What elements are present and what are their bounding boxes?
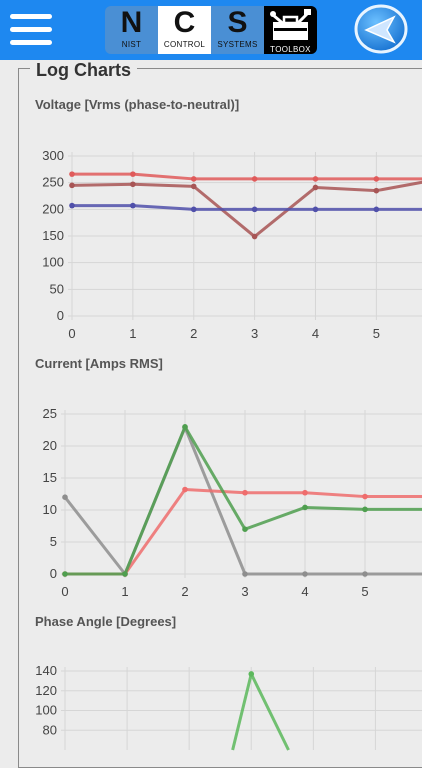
y-tick-label: 5 — [50, 534, 57, 549]
ncs-toolbox-logo: N NIST C CONTROL S SYSTEMS TOOLBOX — [105, 6, 317, 54]
x-tick-label: 2 — [181, 584, 188, 599]
data-point — [251, 233, 258, 240]
x-tick-label: 3 — [251, 326, 258, 341]
data-point — [130, 202, 136, 209]
data-point — [242, 571, 248, 577]
logo-caption-toolbox: TOOLBOX — [270, 45, 311, 54]
y-tick-label: 120 — [35, 683, 57, 698]
data-point — [362, 493, 368, 500]
x-tick-label: 0 — [68, 326, 75, 341]
logo-tile-systems: S SYSTEMS — [211, 6, 264, 54]
logo-tile-control: C CONTROL — [158, 6, 211, 54]
data-point — [182, 424, 188, 430]
current-chart-title: Current [Amps RMS] — [35, 356, 163, 371]
menu-icon[interactable] — [10, 14, 52, 46]
logo-letter-c: C — [173, 6, 196, 39]
x-tick-label: 1 — [129, 326, 136, 341]
y-tick-label: 100 — [42, 255, 64, 270]
data-point — [130, 171, 136, 177]
y-tick-label: 140 — [35, 663, 57, 678]
y-tick-label: 20 — [43, 438, 57, 453]
x-tick-label: 4 — [301, 584, 308, 599]
voltage-chart-title: Voltage [Vrms (phase-to-neutral)] — [35, 97, 240, 112]
y-tick-label: 10 — [43, 502, 57, 517]
data-point — [242, 489, 248, 496]
section-title: Log Charts — [30, 60, 138, 81]
toolbox-icon — [270, 9, 311, 40]
data-point — [312, 176, 319, 182]
data-point — [248, 671, 255, 677]
series-line-2 — [65, 425, 422, 576]
x-tick-label: 0 — [61, 584, 68, 599]
data-point — [373, 187, 380, 194]
y-tick-label: 300 — [42, 148, 64, 163]
x-tick-label: 4 — [312, 326, 319, 341]
data-point — [62, 494, 68, 500]
y-tick-label: 100 — [35, 703, 57, 718]
series-line-1 — [65, 488, 422, 576]
y-tick-label: 25 — [43, 406, 57, 421]
series-line-2 — [72, 204, 422, 211]
logo-caption-nist: NIST — [121, 40, 142, 49]
data-point — [190, 183, 197, 190]
data-point — [302, 504, 308, 511]
data-point — [190, 176, 197, 182]
y-tick-label: 250 — [42, 175, 64, 190]
y-tick-label: 200 — [42, 201, 64, 216]
top-bar: N NIST C CONTROL S SYSTEMS TOOLBOX — [0, 0, 422, 60]
series-line-0 — [63, 425, 422, 576]
data-point — [182, 486, 188, 493]
x-tick-label: 5 — [373, 326, 380, 341]
y-tick-label: 15 — [43, 470, 57, 485]
x-tick-label: 5 — [361, 584, 368, 599]
y-tick-label: 150 — [42, 228, 64, 243]
data-point — [122, 571, 128, 577]
data-point — [251, 206, 258, 213]
data-point — [130, 181, 136, 188]
logo-letter-s: S — [227, 6, 248, 39]
data-point — [302, 571, 308, 577]
data-point — [62, 571, 68, 577]
phase-angle-chart-title: Phase Angle [Degrees] — [35, 614, 177, 629]
data-point — [373, 176, 380, 182]
y-tick-label: 0 — [57, 308, 64, 323]
data-point — [362, 571, 368, 577]
data-point — [312, 184, 319, 191]
x-tick-label: 1 — [121, 584, 128, 599]
logo-caption-systems: SYSTEMS — [217, 40, 258, 49]
data-point — [251, 176, 258, 182]
logo-tile-nist: N NIST — [105, 6, 158, 54]
data-point — [312, 206, 319, 213]
voltage-chart: 0 50 100 150 200 250 300 0 1 2 3 4 5 — [42, 148, 422, 341]
current-chart: 0 5 10 15 20 25 0 1 2 3 4 5 — [43, 406, 422, 599]
y-tick-label: 80 — [43, 722, 57, 737]
data-point — [69, 202, 75, 209]
data-point — [302, 489, 308, 496]
data-point — [190, 206, 197, 213]
data-point — [373, 206, 380, 213]
logo-caption-control: CONTROL — [163, 40, 206, 49]
data-point — [69, 171, 75, 177]
data-point — [69, 182, 75, 189]
y-tick-label: 0 — [50, 566, 57, 581]
logo-tile-toolbox: TOOLBOX — [264, 6, 317, 54]
series-line-0 — [231, 672, 290, 751]
x-tick-label: 3 — [241, 584, 248, 599]
y-tick-label: 50 — [50, 281, 64, 296]
data-point — [362, 506, 368, 513]
series-line-0 — [72, 172, 422, 181]
logo-letter-n: N — [120, 6, 143, 39]
phase-angle-chart: 80 100 120 140 — [35, 663, 422, 751]
back-arrow-icon[interactable] — [354, 4, 408, 54]
data-point — [242, 526, 248, 532]
x-tick-label: 2 — [190, 326, 197, 341]
